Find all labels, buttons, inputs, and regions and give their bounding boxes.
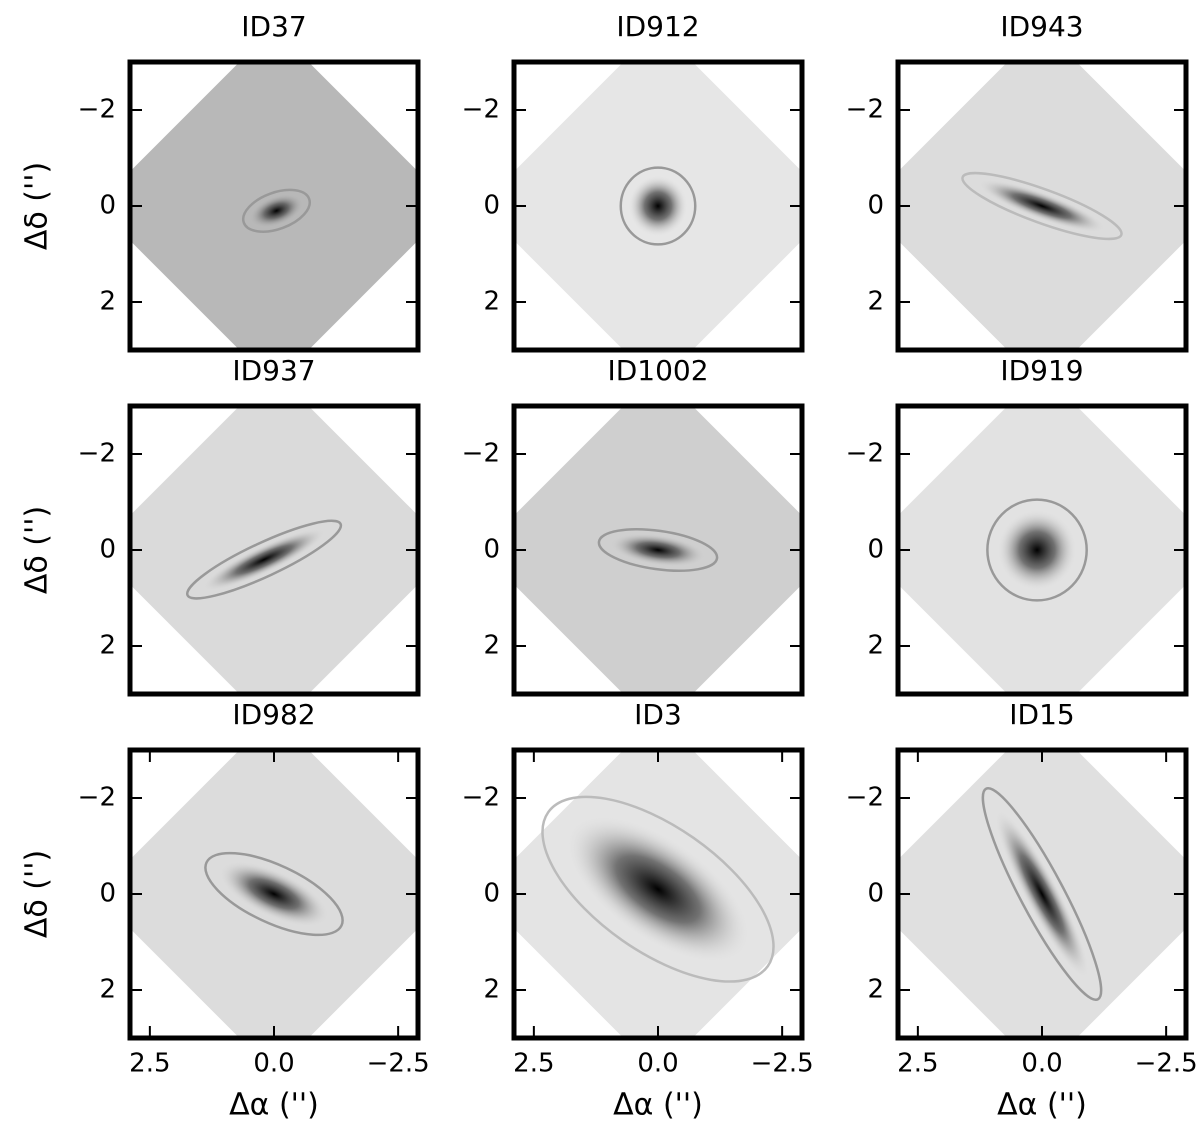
image [130, 406, 418, 694]
panel-title: ID919 [1000, 354, 1083, 387]
fit-ellipse [961, 171, 1123, 241]
panel-title: ID1002 [607, 354, 708, 387]
y-tick-label: −2 [462, 783, 500, 813]
panel: ID37 −2 0 2 Δδ ('') [20, 10, 421, 353]
image [130, 62, 418, 350]
y-tick-label: 0 [99, 191, 116, 221]
panel: ID912 −2 0 2 [462, 10, 805, 353]
fit-ellipse [619, 166, 697, 246]
x-axis-label: Δα ('') [229, 1088, 319, 1123]
y-tick-label: −2 [846, 783, 884, 813]
y-tick-label: 2 [867, 287, 884, 317]
y-tick-label: −2 [846, 439, 884, 469]
panel: ID15 −2 0 2 2.5 0.0 −2.5 Δα ('') [846, 698, 1198, 1123]
y-tick-label: 0 [483, 191, 500, 221]
y-tick-label: 0 [483, 535, 500, 565]
panel: ID3 −2 0 2 2.5 0.0 −2.5 Δα ('') [462, 698, 814, 1123]
y-tick-label: 2 [483, 287, 500, 317]
image [514, 406, 802, 694]
panel: ID1002 −2 0 2 [462, 354, 805, 697]
y-tick-label: 0 [867, 191, 884, 221]
x-axis-label: Δα ('') [613, 1088, 703, 1123]
panel-title: ID937 [232, 354, 315, 387]
y-tick-label: 2 [99, 287, 116, 317]
y-tick-label: 2 [483, 975, 500, 1005]
x-tick-label: 2.5 [129, 1049, 170, 1079]
galaxy [219, 861, 329, 927]
x-axis-label: Δα ('') [997, 1088, 1087, 1123]
image [514, 750, 802, 1038]
fit-ellipse [597, 528, 719, 572]
y-tick-label: 0 [867, 879, 884, 909]
galaxy [994, 809, 1090, 979]
y-axis-label: Δδ ('') [20, 850, 55, 938]
y-tick-label: 2 [483, 631, 500, 661]
y-axis-label: Δδ ('') [20, 162, 55, 250]
panel: ID982 −2 0 2 2.5 0.0 −2.5 Δα ('') Δδ ('') [20, 698, 430, 1123]
galaxy [610, 533, 706, 567]
y-tick-label: 0 [867, 535, 884, 565]
galaxy [249, 194, 304, 228]
panel-title: ID3 [634, 698, 682, 731]
y-tick-label: 2 [99, 631, 116, 661]
panel: ID943 −2 0 2 [846, 10, 1189, 353]
panel-title: ID943 [1000, 10, 1083, 43]
y-axis-label: Δδ ('') [20, 506, 55, 594]
fit-ellipse [541, 795, 775, 983]
y-tick-label: −2 [78, 439, 116, 469]
x-tick-label: 0.0 [253, 1049, 294, 1079]
image [130, 750, 418, 1038]
panel-title: ID15 [1009, 698, 1074, 731]
x-tick-label: 2.5 [513, 1049, 554, 1079]
y-tick-label: 2 [99, 975, 116, 1005]
galaxy [978, 179, 1106, 233]
x-tick-label: 2.5 [897, 1049, 938, 1079]
fit-ellipse [185, 519, 343, 600]
y-tick-label: 0 [483, 879, 500, 909]
y-tick-label: −2 [78, 783, 116, 813]
image [898, 62, 1186, 350]
y-tick-label: 0 [99, 535, 116, 565]
y-tick-label: −2 [846, 95, 884, 125]
x-tick-label: −2.5 [751, 1049, 814, 1079]
panel: ID919 −2 0 2 [846, 354, 1189, 697]
image [514, 62, 802, 350]
y-tick-label: 0 [99, 879, 116, 909]
galaxy [997, 509, 1077, 591]
fit-ellipse [986, 498, 1088, 602]
y-tick-label: −2 [462, 439, 500, 469]
galaxy [565, 815, 751, 964]
x-tick-label: −2.5 [1135, 1049, 1198, 1079]
panel-title: ID37 [241, 10, 306, 43]
image [898, 750, 1186, 1038]
y-tick-label: 2 [867, 975, 884, 1005]
panel-title: ID982 [232, 698, 315, 731]
y-tick-label: −2 [462, 95, 500, 125]
fit-ellipse [241, 188, 311, 233]
x-tick-label: 0.0 [637, 1049, 678, 1079]
panel: ID937 −2 0 2 Δδ ('') [20, 354, 421, 697]
y-tick-label: 2 [867, 631, 884, 661]
galaxy [628, 175, 688, 237]
panel-title: ID912 [616, 10, 699, 43]
image [898, 406, 1186, 694]
x-tick-label: 0.0 [1021, 1049, 1062, 1079]
fit-ellipse [981, 787, 1103, 1001]
y-tick-label: −2 [78, 95, 116, 125]
x-tick-label: −2.5 [367, 1049, 430, 1079]
fit-ellipse [204, 851, 344, 937]
galaxy [202, 528, 326, 591]
